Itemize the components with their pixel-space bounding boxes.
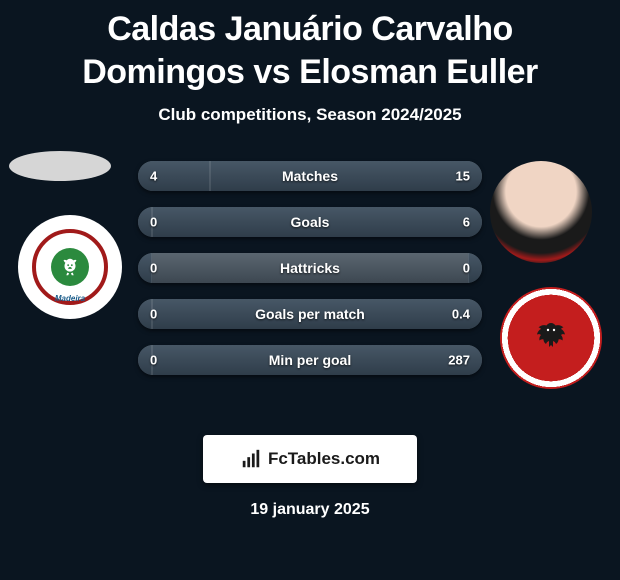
stat-bar-row: 0 Min per goal 287 [138, 345, 482, 375]
stat-right-value: 0.4 [452, 307, 470, 322]
stat-right-value: 15 [456, 169, 470, 184]
stat-label: Matches [282, 168, 338, 184]
right-player-avatar [490, 161, 592, 263]
comparison-chart: Madeira 4 Matches 15 0 Goals 6 0 Hattricks 0 0 Goa… [0, 161, 620, 417]
stat-right-value: 6 [463, 215, 470, 230]
stat-right-value: 0 [463, 261, 470, 276]
stat-left-value: 0 [150, 307, 157, 322]
stat-left-value: 0 [150, 353, 157, 368]
footer-brand-badge: FcTables.com [203, 435, 417, 483]
stat-bar-row: 0 Goals 6 [138, 207, 482, 237]
left-player-avatar [9, 151, 111, 181]
stat-label: Min per goal [269, 352, 351, 368]
chart-icon [240, 448, 262, 470]
stat-bar-row: 0 Hattricks 0 [138, 253, 482, 283]
stat-right-value: 287 [448, 353, 470, 368]
footer-brand-text: FcTables.com [268, 449, 380, 469]
subtitle: Club competitions, Season 2024/2025 [0, 105, 620, 125]
stat-label: Hattricks [280, 260, 340, 276]
right-club-badge [500, 287, 602, 389]
page-title: Caldas Januário Carvalho Domingos vs Elo… [0, 0, 620, 93]
stat-left-value: 0 [150, 261, 157, 276]
stat-bar-row: 0 Goals per match 0.4 [138, 299, 482, 329]
stat-left-value: 0 [150, 215, 157, 230]
lion-icon [51, 248, 89, 286]
left-club-name: Madeira [55, 294, 85, 303]
stat-left-value: 4 [150, 169, 157, 184]
stat-label: Goals [291, 214, 330, 230]
stat-bars: 4 Matches 15 0 Goals 6 0 Hattricks 0 0 Goals per m… [138, 161, 482, 391]
left-club-badge: Madeira [18, 215, 122, 319]
stat-bar-row: 4 Matches 15 [138, 161, 482, 191]
eagle-icon [526, 313, 576, 363]
date-text: 19 january 2025 [0, 501, 620, 519]
stat-label: Goals per match [255, 306, 365, 322]
